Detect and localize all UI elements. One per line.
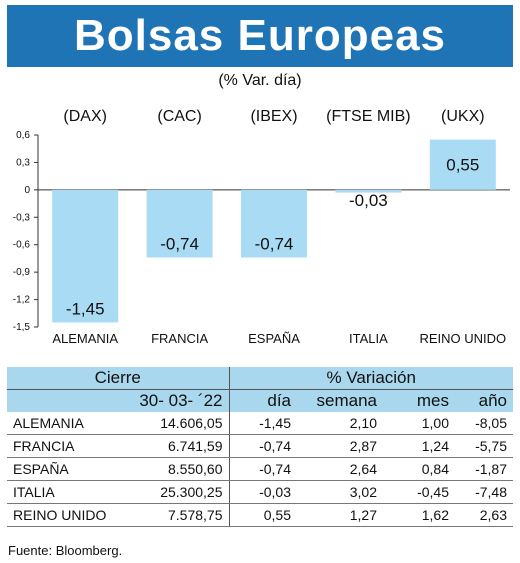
bar bbox=[52, 189, 119, 323]
row-ano: -7,48 bbox=[455, 480, 513, 504]
row-mes: 1,00 bbox=[383, 412, 455, 435]
row-mes: 0,84 bbox=[383, 457, 455, 481]
header-cierre: Cierre bbox=[7, 367, 229, 390]
y-tick-label: -0,9 bbox=[13, 267, 31, 278]
row-dia: 0,55 bbox=[228, 503, 297, 527]
row-name: FRANCIA bbox=[7, 434, 119, 458]
index-label: (FTSE MIB) bbox=[326, 108, 410, 125]
y-tick-label: -1,5 bbox=[13, 322, 31, 333]
row-dia: -0,74 bbox=[228, 434, 297, 458]
row-name: ITALIA bbox=[7, 480, 119, 504]
row-semana: 2,87 bbox=[297, 434, 383, 458]
header-empty bbox=[7, 389, 119, 412]
table-row: FRANCIA 6.741,59 -0,74 2,87 1,24 -5,75 bbox=[7, 434, 513, 458]
row-cierre: 7.578,75 bbox=[119, 503, 229, 527]
y-tick-label: -0,3 bbox=[13, 212, 31, 223]
row-dia: -0,74 bbox=[228, 457, 297, 481]
row-ano: 2,63 bbox=[455, 503, 513, 527]
row-cierre: 6.741,59 bbox=[119, 434, 229, 458]
chart-subtitle: (% Var. día) bbox=[218, 72, 302, 89]
row-semana: 3,02 bbox=[297, 480, 383, 504]
value-label: -0,74 bbox=[255, 235, 294, 254]
category-label: ALEMANIA bbox=[52, 331, 118, 346]
row-dia: -0,03 bbox=[228, 480, 297, 504]
page-title: Bolsas Europeas bbox=[73, 11, 447, 60]
row-mes: 1,62 bbox=[383, 503, 455, 527]
bar bbox=[429, 139, 496, 190]
header-semana: semana bbox=[297, 389, 383, 412]
table-row: ITALIA 25.300,25 -0,03 3,02 -0,45 -7,48 bbox=[7, 480, 513, 504]
category-label: ESPAÑA bbox=[248, 331, 300, 346]
bar bbox=[146, 189, 213, 258]
header-dia: día bbox=[228, 389, 297, 412]
row-cierre: 25.300,25 bbox=[119, 480, 229, 504]
row-dia: -1,45 bbox=[228, 412, 297, 435]
y-tick-label: 0,6 bbox=[16, 130, 30, 141]
category-label: ITALIA bbox=[349, 331, 388, 346]
table-row: REINO UNIDO 7.578,75 0,55 1,27 1,62 2,63 bbox=[7, 503, 513, 527]
row-mes: -0,45 bbox=[383, 480, 455, 504]
index-label: (CAC) bbox=[157, 108, 201, 125]
row-name: REINO UNIDO bbox=[7, 503, 119, 527]
row-name: ESPAÑA bbox=[7, 457, 119, 481]
table-row: ALEMANIA 14.606,05 -1,45 2,10 1,00 -8,05 bbox=[7, 412, 513, 435]
row-mes: 1,24 bbox=[383, 434, 455, 458]
row-name: ALEMANIA bbox=[7, 412, 119, 435]
table-row: ESPAÑA 8.550,60 -0,74 2,64 0,84 -1,87 bbox=[7, 457, 513, 481]
header-variacion: % Variación bbox=[228, 367, 513, 390]
row-cierre: 14.606,05 bbox=[119, 412, 229, 435]
row-semana: 2,64 bbox=[297, 457, 383, 481]
header-ano: año bbox=[455, 389, 513, 412]
data-table: Cierre % Variación 30- 03- ´22 día seman… bbox=[7, 367, 513, 527]
bar-chart: 0,6 0,3 0 -0,3 -0,6 -0,9 -1,2 -1,5 (DAX) -1,45 ALE… bbox=[13, 108, 510, 346]
index-label: (IBEX) bbox=[250, 108, 297, 125]
row-ano: -8,05 bbox=[455, 412, 513, 435]
value-label: -0,03 bbox=[349, 191, 388, 210]
y-tick-label: 0,3 bbox=[16, 157, 30, 168]
row-ano: -1,87 bbox=[455, 457, 513, 481]
row-cierre: 8.550,60 bbox=[119, 457, 229, 481]
source-note: Fuente: Bloomberg. bbox=[8, 543, 123, 558]
value-label: -0,74 bbox=[160, 235, 199, 254]
y-tick-label: 0 bbox=[24, 185, 30, 196]
y-tick-label: -1,2 bbox=[13, 295, 31, 306]
header-mes: mes bbox=[383, 389, 455, 412]
header-date: 30- 03- ´22 bbox=[119, 389, 229, 412]
title-banner: Bolsas Europeas bbox=[7, 5, 513, 67]
index-label: (DAX) bbox=[63, 108, 107, 125]
row-ano: -5,75 bbox=[455, 434, 513, 458]
value-label: 0,55 bbox=[446, 156, 479, 175]
row-semana: 1,27 bbox=[297, 503, 383, 527]
category-label: REINO UNIDO bbox=[419, 331, 506, 346]
y-tick-label: -0,6 bbox=[13, 240, 31, 251]
category-label: FRANCIA bbox=[151, 331, 208, 346]
index-label: (UKX) bbox=[441, 108, 485, 125]
bar bbox=[241, 189, 307, 258]
row-semana: 2,10 bbox=[297, 412, 383, 435]
bar bbox=[335, 189, 402, 193]
value-label: -1,45 bbox=[66, 299, 105, 318]
